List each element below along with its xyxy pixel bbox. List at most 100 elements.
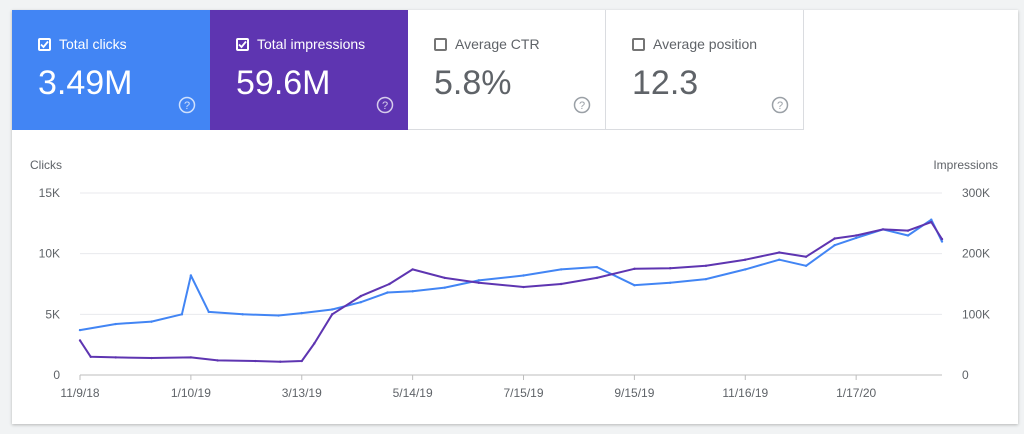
chart-svg: Clicks Impressions 0 5K 10K 15K 0 100K 200K 30… (30, 158, 998, 400)
card-label: Total impressions (257, 36, 366, 52)
data-point (595, 265, 599, 269)
data-point (881, 228, 885, 231)
data-point (150, 320, 153, 323)
card-header: Average position (632, 36, 757, 52)
data-point (854, 236, 858, 240)
data-point (443, 276, 447, 280)
right-axis-ticks: 0 100K 200K 300K (962, 186, 990, 382)
card-value: 3.49M (38, 64, 133, 102)
x-tick-label: 7/15/19 (503, 386, 543, 400)
x-tick-label: 3/13/19 (282, 386, 322, 400)
series-lines (78, 218, 944, 363)
card-header: Total impressions (236, 36, 365, 52)
left-axis-ticks: 0 5K 10K 15K (39, 186, 61, 382)
card-average-ctr[interactable]: Average CTR 5.8% ? (408, 10, 606, 130)
data-point (359, 294, 362, 298)
svg-text:?: ? (579, 100, 585, 112)
data-point (114, 356, 117, 359)
data-point (300, 359, 303, 363)
data-point (704, 277, 708, 281)
right-tick-label: 300K (962, 186, 990, 200)
data-point (906, 229, 910, 232)
left-tick-label: 0 (53, 368, 60, 382)
data-point (833, 243, 836, 247)
data-point (254, 359, 257, 363)
data-point (833, 237, 836, 240)
checkbox[interactable] (236, 37, 249, 51)
data-point (189, 274, 193, 277)
x-tick-label: 11/16/19 (722, 386, 768, 400)
right-tick-label: 0 (962, 368, 969, 382)
data-point (477, 281, 481, 284)
performance-chart: Clicks Impressions 0 5K 10K 15K 0 100K 200K 30… (12, 155, 1018, 415)
left-tick-label: 5K (45, 307, 60, 321)
data-point (930, 220, 933, 224)
data-point (633, 267, 636, 271)
data-point (313, 342, 316, 345)
data-point (704, 264, 708, 267)
svg-text:?: ? (382, 100, 388, 112)
data-point (668, 281, 672, 284)
card-average-position[interactable]: Average position 12.3 ? (606, 10, 804, 130)
svg-text:?: ? (184, 100, 190, 112)
data-point (854, 234, 858, 237)
data-point (906, 234, 910, 237)
data-point (78, 339, 82, 342)
left-tick-label: 10K (39, 247, 60, 261)
help-circle-icon[interactable]: ? (573, 96, 591, 114)
data-point (522, 285, 525, 289)
data-point (477, 279, 481, 282)
card-label: Average CTR (455, 36, 540, 52)
right-tick-label: 100K (962, 307, 990, 321)
svg-text:?: ? (777, 100, 783, 112)
checkbox[interactable] (434, 37, 447, 51)
check-icon (238, 40, 247, 48)
series-line (79, 221, 943, 363)
data-point (89, 355, 92, 358)
checkbox[interactable] (38, 37, 51, 51)
data-point (443, 286, 447, 289)
right-tick-label: 200K (962, 247, 990, 261)
left-tick-label: 15K (39, 186, 60, 200)
data-point (633, 284, 636, 287)
series-line (79, 218, 943, 332)
data-point (207, 310, 210, 314)
help-circle-icon[interactable]: ? (771, 96, 789, 114)
data-point (386, 291, 389, 294)
series-impressions (78, 220, 944, 363)
card-value: 12.3 (632, 64, 699, 102)
card-total-clicks[interactable]: Total clicks 3.49M ? (12, 10, 210, 130)
data-point (150, 356, 153, 360)
check-icon (40, 40, 49, 48)
data-point (241, 313, 244, 316)
data-point (930, 218, 933, 221)
data-point (744, 258, 747, 261)
data-point (300, 311, 303, 315)
card-total-impressions[interactable]: Total impressions 59.6M ? (210, 10, 408, 130)
data-point (744, 268, 747, 271)
data-point (180, 313, 184, 316)
data-point (279, 360, 282, 363)
x-tick-label: 9/15/19 (614, 386, 654, 400)
data-point (330, 313, 334, 316)
card-header: Total clicks (38, 36, 127, 52)
data-point (595, 276, 599, 280)
gridlines (80, 192, 942, 376)
data-point (330, 308, 334, 311)
checkbox[interactable] (632, 37, 645, 51)
x-tick-label: 11/9/18 (60, 386, 99, 400)
data-point (559, 268, 563, 271)
card-label: Average position (653, 36, 758, 52)
data-point (411, 268, 414, 271)
data-point (778, 258, 781, 261)
data-point (778, 251, 781, 254)
data-point (940, 240, 944, 243)
data-point (359, 301, 362, 304)
series-clicks (78, 218, 944, 332)
metric-cards: Total clicks 3.49M ? Total impressions 5… (12, 10, 804, 130)
card-label: Total clicks (59, 36, 127, 52)
help-circle-icon[interactable]: ? (376, 96, 394, 114)
data-point (78, 328, 82, 332)
card-value: 5.8% (434, 64, 512, 102)
help-circle-icon[interactable]: ? (178, 96, 196, 114)
